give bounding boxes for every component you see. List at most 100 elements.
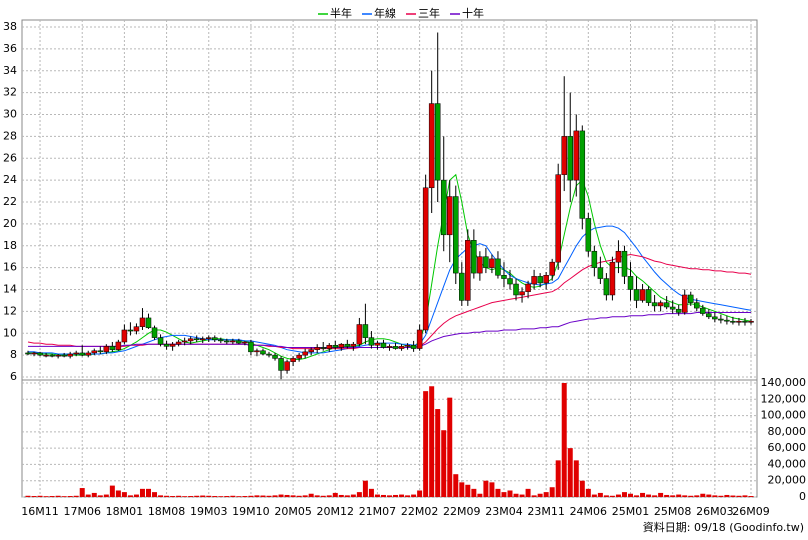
candle-body	[549, 261, 555, 276]
candle-body	[230, 340, 236, 343]
candle-body	[513, 283, 519, 296]
volume-bar	[254, 495, 260, 497]
volume-bar	[471, 488, 477, 497]
y-tick-label: 30	[3, 108, 17, 121]
candle-body	[260, 350, 266, 355]
y-tick-label: 38	[3, 20, 17, 33]
volume-bar	[724, 494, 730, 497]
y2-tick-label: 120,000	[761, 392, 807, 405]
y-tick-label: 28	[3, 129, 17, 142]
candle-body	[338, 343, 345, 348]
candle-body	[374, 342, 381, 346]
candle-body	[242, 341, 248, 344]
y-tick-label: 20	[3, 217, 17, 230]
volume-bar	[477, 493, 483, 497]
candle-body	[37, 352, 43, 356]
volume-bar	[320, 495, 326, 497]
volume-bar	[634, 495, 640, 497]
volume-bar	[459, 482, 465, 497]
volume-bar	[152, 492, 158, 497]
candle-body	[73, 352, 79, 355]
volume-bar	[483, 480, 489, 497]
candle-body	[163, 343, 170, 347]
candle-body	[398, 346, 405, 349]
candle-body	[121, 329, 128, 343]
volume-bar	[543, 492, 549, 497]
candle-body	[591, 250, 598, 268]
volume-bar	[260, 495, 266, 497]
candle-body	[212, 337, 218, 341]
volume-bar	[682, 495, 688, 497]
x-tick-label: 17M06	[63, 505, 101, 518]
candle-body	[615, 250, 622, 263]
volume-bar	[224, 496, 230, 497]
legend-label: 三年	[418, 6, 440, 20]
candle-body	[103, 346, 110, 353]
candle-body	[302, 351, 308, 356]
candle-body	[422, 187, 429, 331]
candle-body	[85, 352, 91, 356]
volume-bar	[146, 488, 151, 497]
y2-tick-label: 80,000	[768, 425, 807, 438]
candle-body	[157, 337, 164, 345]
candle-body	[471, 240, 477, 274]
candle-body	[368, 337, 375, 346]
ma-line	[28, 225, 752, 355]
candle-body	[730, 320, 736, 323]
volume-bar	[706, 494, 712, 497]
volume-bar	[296, 495, 302, 497]
volume-bar	[501, 492, 507, 497]
candle-body	[573, 130, 580, 181]
volume-bar	[200, 495, 206, 497]
volume-bar	[597, 492, 603, 497]
y-tick-label: 32	[3, 86, 17, 99]
candle-body	[97, 350, 104, 353]
y-tick-label: 26	[3, 151, 17, 164]
volume-bar	[248, 495, 254, 497]
volume-bar	[25, 495, 31, 497]
candle-body	[248, 341, 254, 353]
x-tick-label: 24M06	[570, 505, 608, 518]
candle-body	[187, 338, 194, 342]
candle-body	[621, 250, 628, 277]
x-tick-label: 26M09	[732, 505, 770, 518]
candle-body	[712, 316, 718, 320]
candle-body	[49, 354, 55, 357]
volume-bar	[332, 492, 338, 497]
volume-bar	[507, 490, 513, 497]
volume-bar	[567, 448, 573, 497]
x-tick-label: 23M04	[485, 505, 523, 518]
y-tick-label: 8	[10, 348, 17, 361]
volume-bar	[417, 490, 423, 497]
x-tick-label: 18M01	[106, 505, 144, 518]
volume-bar	[133, 494, 139, 497]
candle-body	[356, 324, 363, 345]
volume-bar	[537, 493, 543, 497]
candle-body	[320, 347, 326, 349]
volume-bar	[206, 495, 212, 497]
volume-bar	[284, 494, 290, 497]
volume-bar	[658, 492, 664, 497]
volume-bar	[37, 495, 43, 497]
volume-bar	[429, 386, 435, 497]
candle-body	[151, 327, 158, 338]
volume-bar	[109, 485, 115, 497]
candle-body	[410, 345, 417, 349]
candle-body	[567, 136, 573, 181]
volume-bar	[387, 495, 392, 497]
candle-body	[79, 352, 85, 356]
candle-body	[718, 318, 724, 321]
candle-body	[55, 354, 61, 357]
candle-body	[483, 256, 489, 268]
candle-body	[218, 339, 224, 342]
volume-bar	[314, 495, 320, 497]
y-tick-label: 36	[3, 42, 17, 55]
volume-bar	[236, 496, 242, 497]
y-tick-label: 24	[3, 173, 17, 186]
volume-bar	[302, 495, 308, 497]
candle-body	[31, 352, 37, 355]
candle-body	[531, 276, 537, 285]
candle-body	[91, 350, 98, 354]
volume-bar	[85, 494, 91, 497]
candle-body	[639, 289, 646, 301]
